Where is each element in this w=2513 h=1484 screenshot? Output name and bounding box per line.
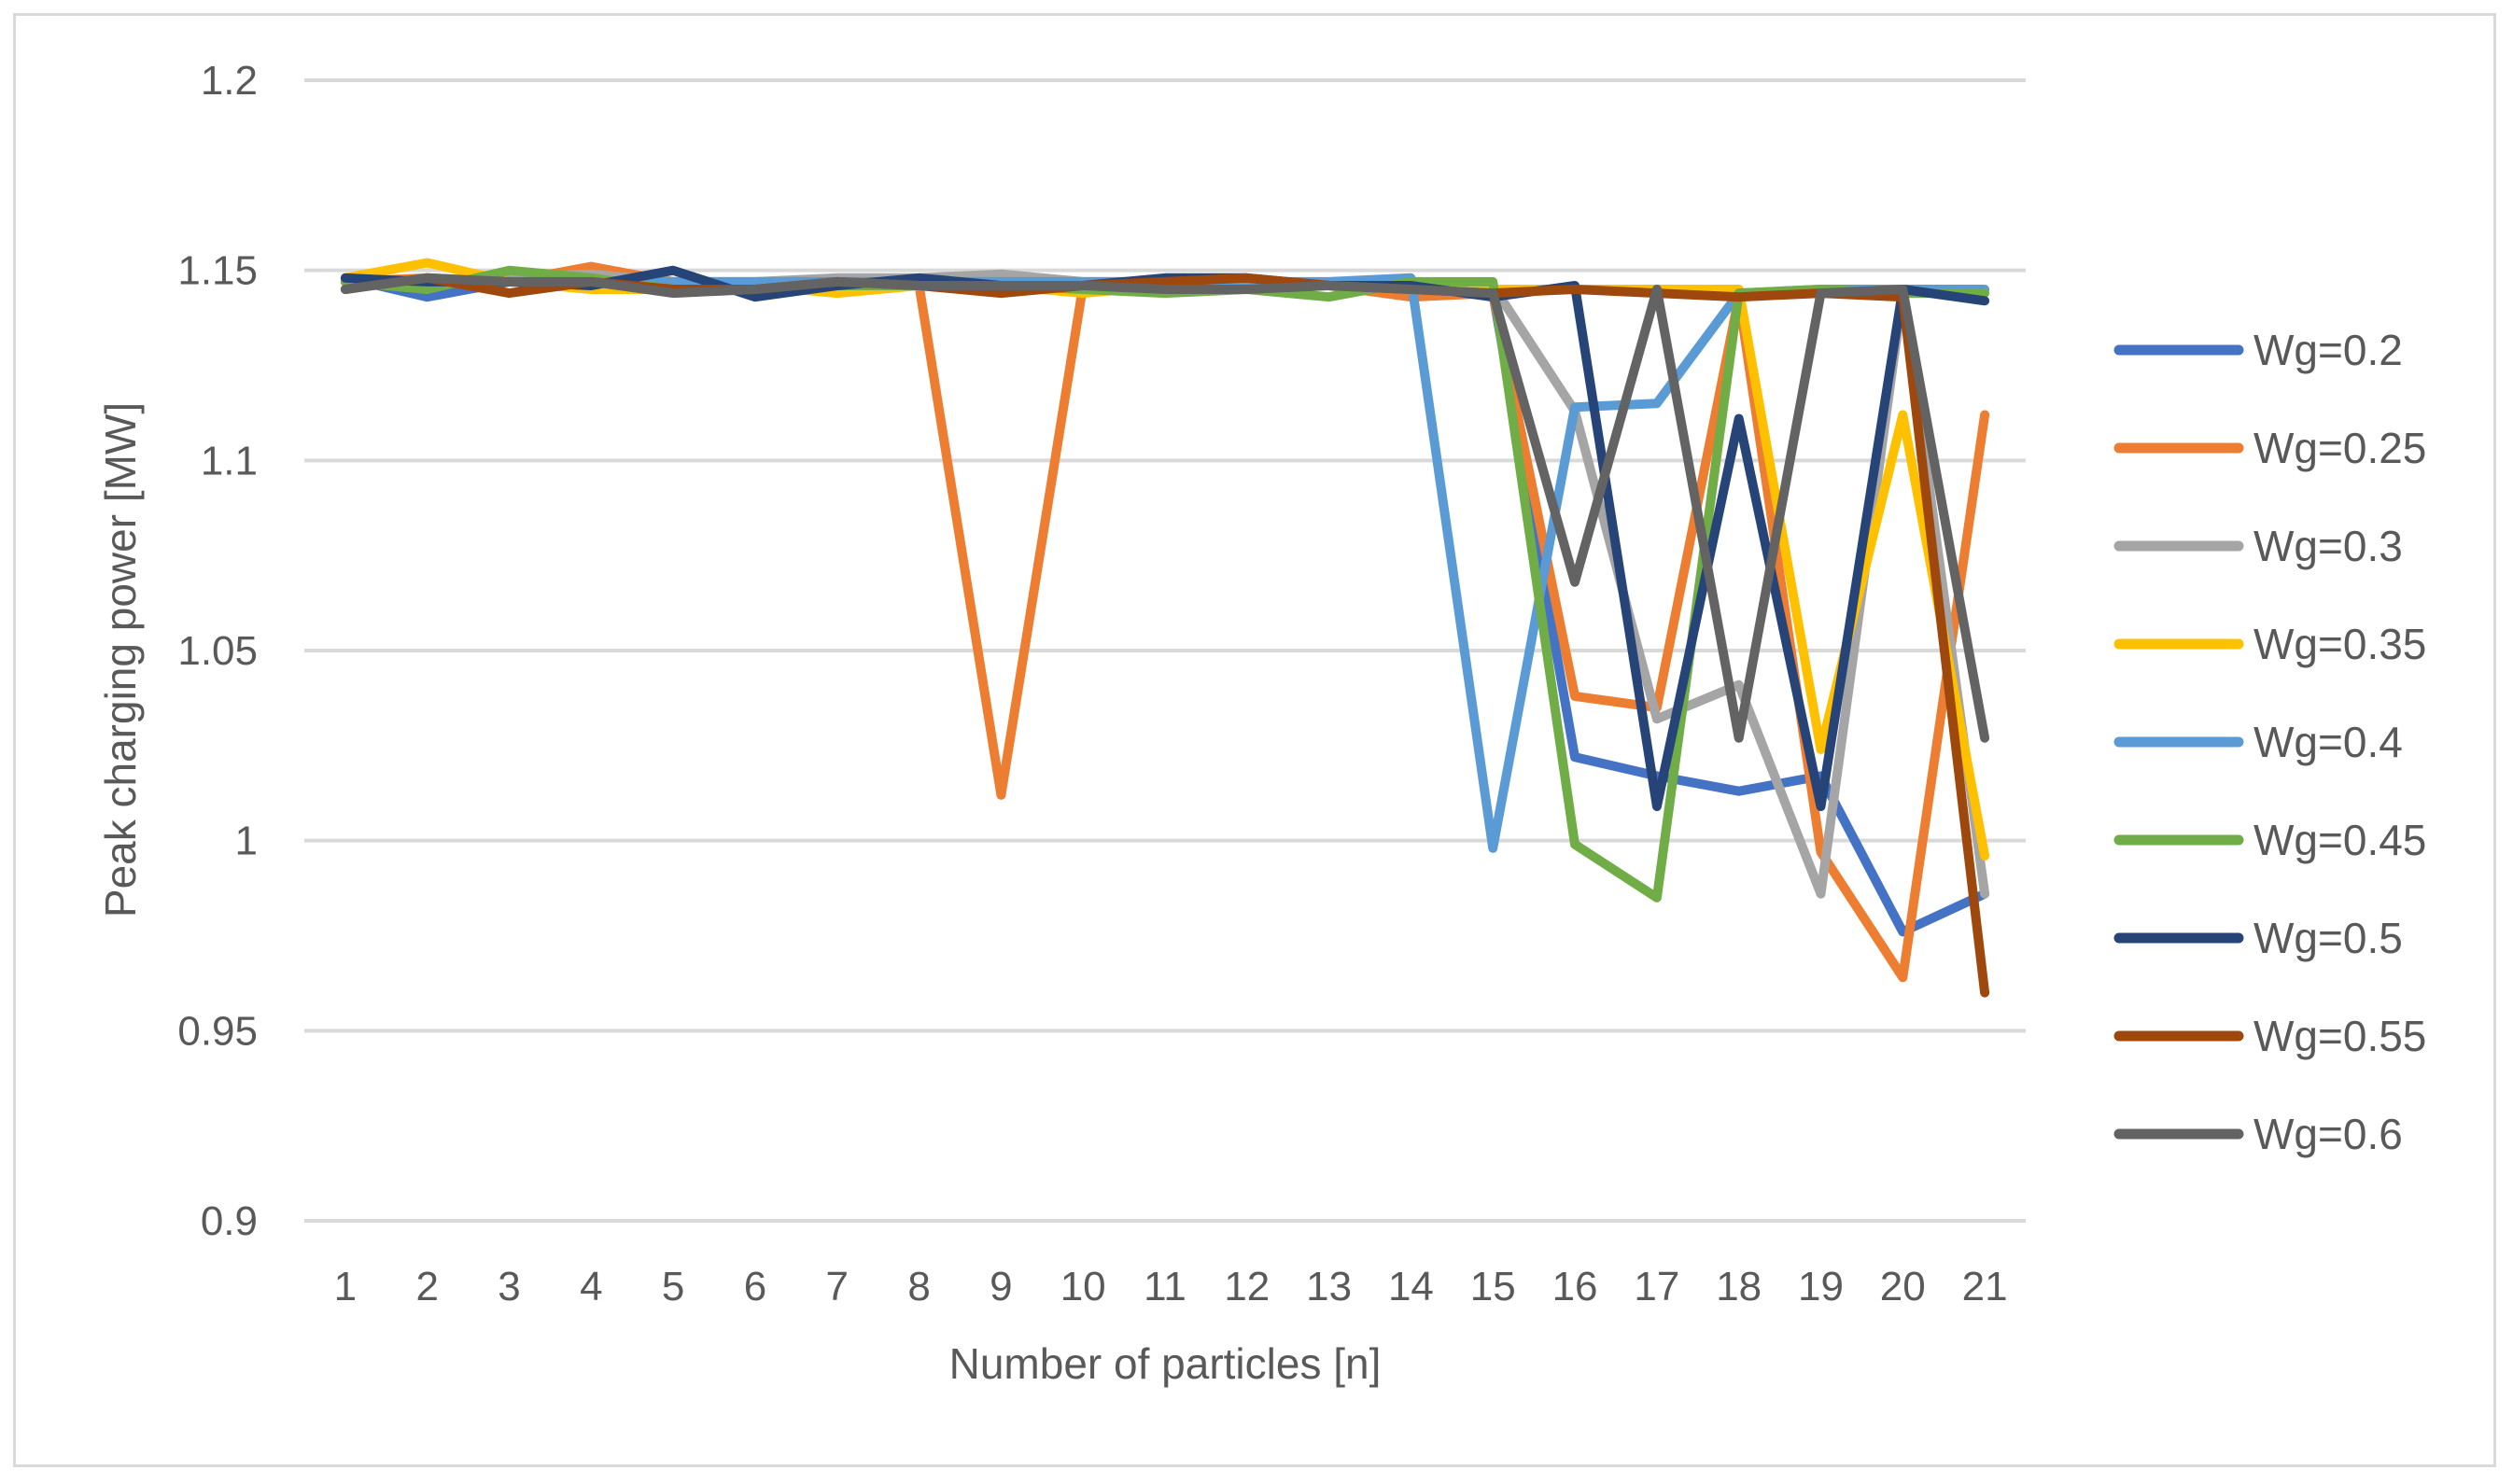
x-tick-label: 17 — [1634, 1264, 1679, 1309]
y-tick-label: 1.2 — [201, 58, 258, 104]
x-tick-label: 20 — [1880, 1264, 1926, 1309]
x-axis-ticks: 1 2 3 4 5 6 7 8 9 10 11 12 13 14 15 16 17 18 19 20 21 — [334, 1264, 2008, 1309]
series-line-wg-0-45 — [340, 265, 1990, 903]
legend-label: Wg=0.4 — [2253, 718, 2403, 766]
legend-label: Wg=0.25 — [2253, 424, 2426, 472]
series-line-wg-0-25 — [340, 261, 1990, 983]
series-line-wg-0-4 — [340, 273, 1990, 853]
series-line-wg-0-2 — [340, 269, 1990, 937]
series-line-wg-0-6 — [340, 273, 1990, 743]
x-tick-label: 13 — [1306, 1264, 1352, 1309]
series-line-wg-0-35 — [340, 258, 1990, 861]
y-tick-label: 0.9 — [201, 1198, 258, 1244]
x-tick-label: 14 — [1388, 1264, 1434, 1309]
x-tick-label: 15 — [1470, 1264, 1516, 1309]
legend-label: Wg=0.2 — [2253, 326, 2403, 374]
y-tick-label: 1.05 — [177, 628, 258, 674]
legend-label: Wg=0.55 — [2253, 1012, 2426, 1060]
y-tick-label: 1 — [235, 819, 258, 864]
grid-lines — [304, 78, 2026, 1223]
y-tick-label: 1.15 — [177, 248, 258, 294]
x-tick-label: 11 — [1144, 1264, 1186, 1309]
legend-label: Wg=0.45 — [2253, 816, 2426, 864]
x-tick-label: 21 — [1962, 1264, 2008, 1309]
chart-frame — [13, 13, 2496, 1467]
x-tick-label: 3 — [498, 1264, 520, 1309]
legend-label: Wg=0.5 — [2253, 914, 2403, 962]
x-tick-label: 1 — [334, 1264, 357, 1309]
y-tick-label: 1.1 — [201, 438, 258, 483]
y-axis-title: Peak charging power [MW] — [96, 402, 145, 917]
y-axis-ticks: 0.9 0.95 1 1.05 1.1 1.15 1.2 — [177, 58, 258, 1244]
y-tick-label: 0.95 — [177, 1008, 258, 1054]
x-tick-label: 6 — [744, 1264, 766, 1309]
legend-label: Wg=0.6 — [2253, 1110, 2403, 1158]
legend-label: Wg=0.3 — [2253, 522, 2403, 570]
x-tick-label: 7 — [826, 1264, 849, 1309]
series-lines — [340, 258, 1990, 998]
x-tick-label: 19 — [1798, 1264, 1844, 1309]
x-tick-label: 4 — [580, 1264, 602, 1309]
x-tick-label: 18 — [1716, 1264, 1762, 1309]
legend-label: Wg=0.35 — [2253, 620, 2426, 668]
x-tick-label: 8 — [907, 1264, 930, 1309]
legend: Wg=0.2 Wg=0.25 Wg=0.3 Wg=0.35 Wg=0.4 Wg=0.45 W… — [2113, 326, 2426, 1158]
x-tick-label: 10 — [1060, 1264, 1106, 1309]
x-tick-label: 12 — [1224, 1264, 1270, 1309]
x-axis-title: Number of particles [n] — [949, 1339, 1382, 1388]
x-tick-label: 5 — [662, 1264, 684, 1309]
series-line-wg-0-55 — [340, 273, 1990, 998]
x-tick-label: 2 — [415, 1264, 438, 1309]
x-tick-label: 9 — [990, 1264, 1012, 1309]
x-tick-label: 16 — [1552, 1264, 1598, 1309]
series-line-wg-0-3 — [340, 269, 1990, 899]
